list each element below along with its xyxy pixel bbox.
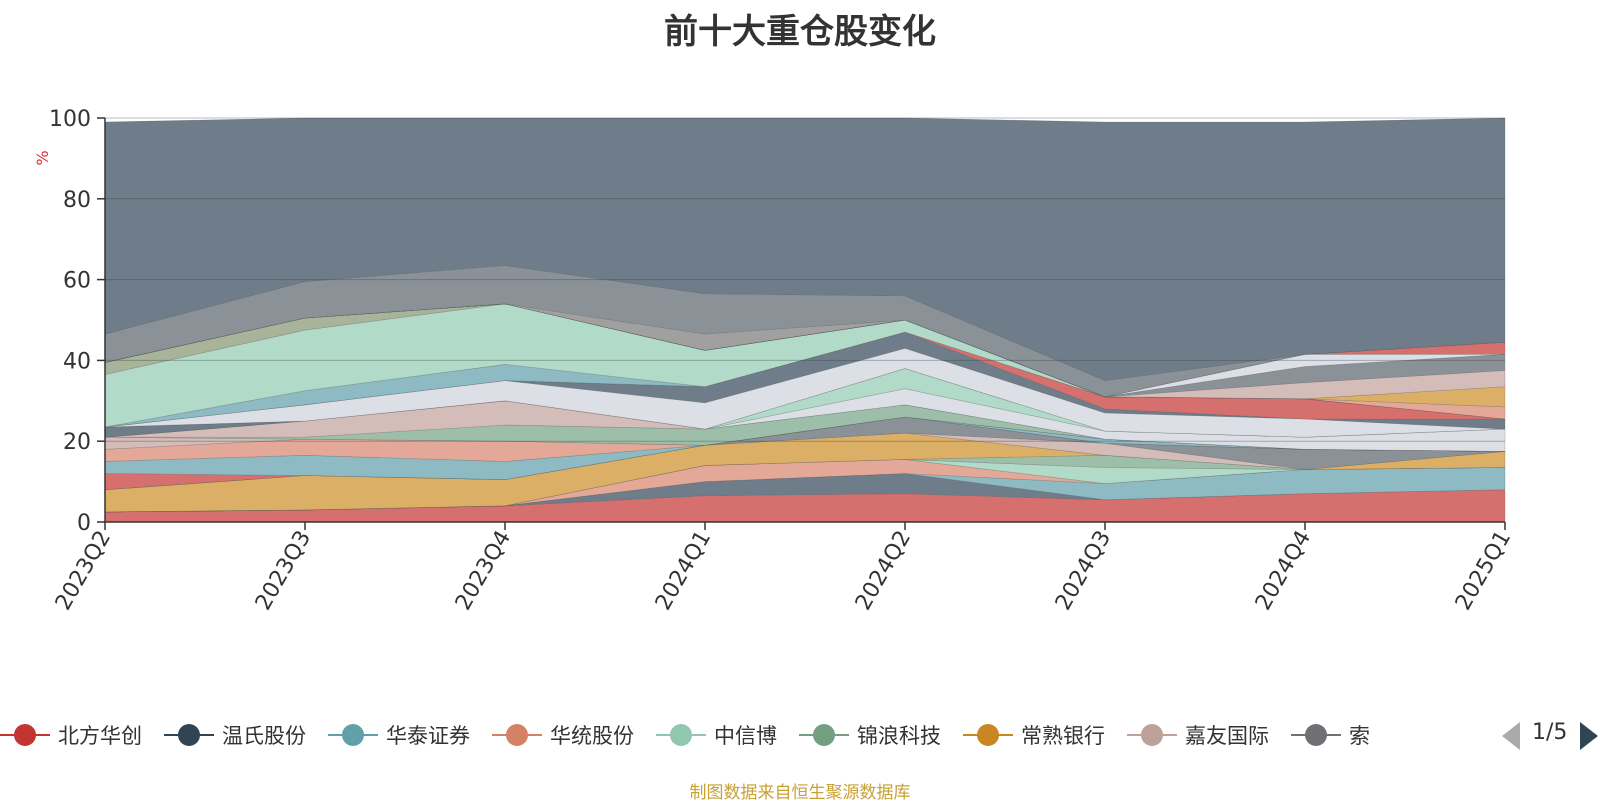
legend-item[interactable]: 嘉友国际 bbox=[1127, 718, 1269, 752]
legend: 北方华创 温氏股份 华泰证券 华统股份 中信博 锦浪科技 常熟银行 嘉友国际 索 bbox=[0, 718, 1490, 752]
y-tick-label: 80 bbox=[63, 188, 91, 213]
legend-marker-icon bbox=[963, 723, 1013, 747]
legend-marker-icon bbox=[1127, 723, 1177, 747]
legend-pager: 1/5 bbox=[1500, 720, 1600, 750]
y-axis-label: % bbox=[33, 150, 52, 165]
legend-label: 温氏股份 bbox=[222, 724, 306, 748]
pager-next-icon[interactable] bbox=[1580, 722, 1598, 750]
legend-marker-icon bbox=[799, 723, 849, 747]
x-tick-label: 2023Q4 bbox=[451, 527, 516, 615]
x-tick-label: 2024Q3 bbox=[1051, 527, 1116, 615]
legend-marker-icon bbox=[1291, 723, 1341, 747]
legend-label: 华泰证券 bbox=[386, 724, 470, 748]
legend-item[interactable]: 温氏股份 bbox=[164, 718, 306, 752]
y-tick-label: 40 bbox=[63, 349, 91, 374]
legend-label: 嘉友国际 bbox=[1185, 724, 1269, 748]
x-tick-label: 2023Q2 bbox=[51, 527, 116, 615]
legend-label: 常熟银行 bbox=[1021, 724, 1105, 748]
legend-item[interactable]: 锦浪科技 bbox=[799, 718, 941, 752]
y-tick-label: 20 bbox=[63, 430, 91, 455]
x-tick-label: 2024Q1 bbox=[651, 527, 716, 615]
area-chart: 0 20 40 60 80 100 2023Q2 2023Q3 2023Q4 2024Q1 2024… bbox=[33, 107, 1516, 615]
legend-label: 索 bbox=[1349, 724, 1370, 748]
x-tick-label: 2023Q3 bbox=[251, 527, 316, 615]
pager-text: 1/5 bbox=[1532, 720, 1568, 745]
x-tick-label: 2024Q4 bbox=[1251, 527, 1316, 615]
legend-item[interactable]: 索 bbox=[1291, 718, 1370, 752]
legend-label: 北方华创 bbox=[58, 724, 142, 748]
legend-item[interactable]: 北方华创 bbox=[0, 718, 142, 752]
legend-marker-icon bbox=[164, 723, 214, 747]
y-tick-label: 100 bbox=[49, 107, 91, 132]
pager-prev-icon[interactable] bbox=[1502, 722, 1520, 750]
areas-layer bbox=[104, 117, 1506, 523]
area-series-15 bbox=[104, 388, 1506, 452]
legend-marker-icon bbox=[0, 723, 50, 747]
legend-item[interactable]: 华泰证券 bbox=[328, 718, 470, 752]
legend-label: 锦浪科技 bbox=[857, 724, 941, 748]
source-note: 制图数据来自恒生聚源数据库 bbox=[689, 783, 911, 803]
legend-item[interactable]: 中信博 bbox=[656, 718, 777, 752]
legend-label: 中信博 bbox=[714, 724, 777, 748]
legend-marker-icon bbox=[492, 723, 542, 747]
x-tick-label: 2025Q1 bbox=[1451, 527, 1516, 615]
legend-marker-icon bbox=[328, 723, 378, 747]
legend-marker-icon bbox=[656, 723, 706, 747]
legend-item[interactable]: 常熟银行 bbox=[963, 718, 1105, 752]
legend-label: 华统股份 bbox=[550, 724, 634, 748]
y-tick-label: 60 bbox=[63, 269, 91, 294]
x-tick-label: 2024Q2 bbox=[851, 527, 916, 615]
legend-item[interactable]: 华统股份 bbox=[492, 718, 634, 752]
chart-title: 前十大重仓股变化 bbox=[664, 12, 936, 52]
area-series-32 bbox=[104, 117, 1506, 381]
grid-layer bbox=[105, 117, 1505, 442]
area-series-2 bbox=[104, 467, 1506, 513]
y-tick-label: 0 bbox=[77, 511, 91, 536]
